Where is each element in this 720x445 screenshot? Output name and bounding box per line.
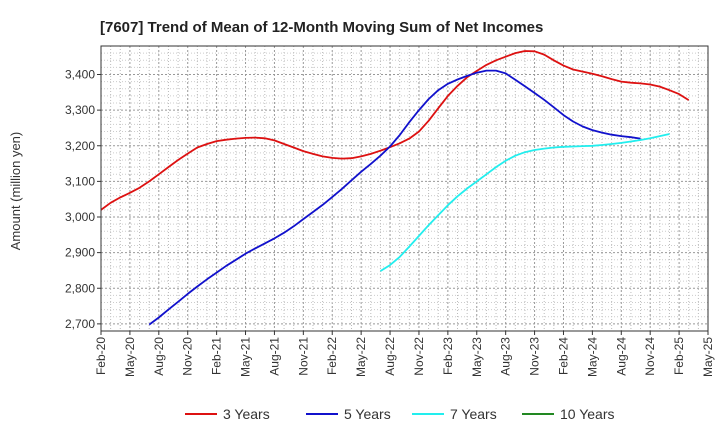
legend-label: 3 Years [223,406,270,422]
y-tick-label: 3,400 [65,68,95,82]
x-tick-label: May-25 [701,337,715,377]
y-tick-label: 2,900 [65,246,95,260]
y-tick-label: 2,800 [65,281,95,295]
x-tick-label: Aug-21 [267,337,281,376]
series-line-5-years [148,69,641,326]
x-tick-label: Feb-21 [210,337,224,375]
legend-label: 5 Years [344,406,391,422]
y-tick-label: 2,700 [65,317,95,331]
x-tick-label: Nov-20 [181,337,195,376]
grid-lines [100,45,709,332]
x-tick-label: Aug-22 [383,337,397,376]
x-tick-label: Nov-21 [296,337,310,376]
y-tick-label: 3,200 [65,139,95,153]
plot-frame [100,45,709,332]
x-tick-label: May-22 [354,337,368,377]
x-tick-label: May-20 [123,337,137,377]
x-tick-label: Nov-23 [528,337,542,376]
y-tick-label: 3,100 [65,174,95,188]
x-tick-label: Aug-20 [152,337,166,376]
x-tick-label: Aug-23 [499,337,513,376]
x-tick-label: Feb-24 [556,337,570,375]
x-tick-label: Feb-20 [94,337,108,375]
legend: 3 Years 5 Years 7 Years 10 Years [185,406,615,422]
x-tick-label: Nov-24 [643,337,657,376]
axes: 2,700 2,800 2,900 3,000 3,100 3,200 3,300 3,400… [65,45,715,377]
legend-label: 10 Years [560,406,615,422]
x-tick-label: Feb-22 [325,337,339,375]
x-tick-label: May-23 [470,337,484,377]
series-line-7-years [379,133,670,272]
y-tick-label: 3,300 [65,103,95,117]
x-tick-label: Feb-25 [672,337,686,375]
series-line-3-years [100,50,690,211]
legend-label: 7 Years [450,406,497,422]
x-tick-label: Aug-24 [614,337,628,376]
x-tick-label: Feb-23 [441,337,455,375]
x-tick-label: Nov-22 [412,337,426,376]
chart-title: [7607] Trend of Mean of 12-Month Moving … [100,19,543,36]
x-tick-label: May-21 [239,337,253,377]
x-tick-label: May-24 [585,337,599,377]
y-tick-label: 3,000 [65,210,95,224]
series-lines [100,50,690,326]
y-axis-label: Amount (million yen) [8,132,23,251]
